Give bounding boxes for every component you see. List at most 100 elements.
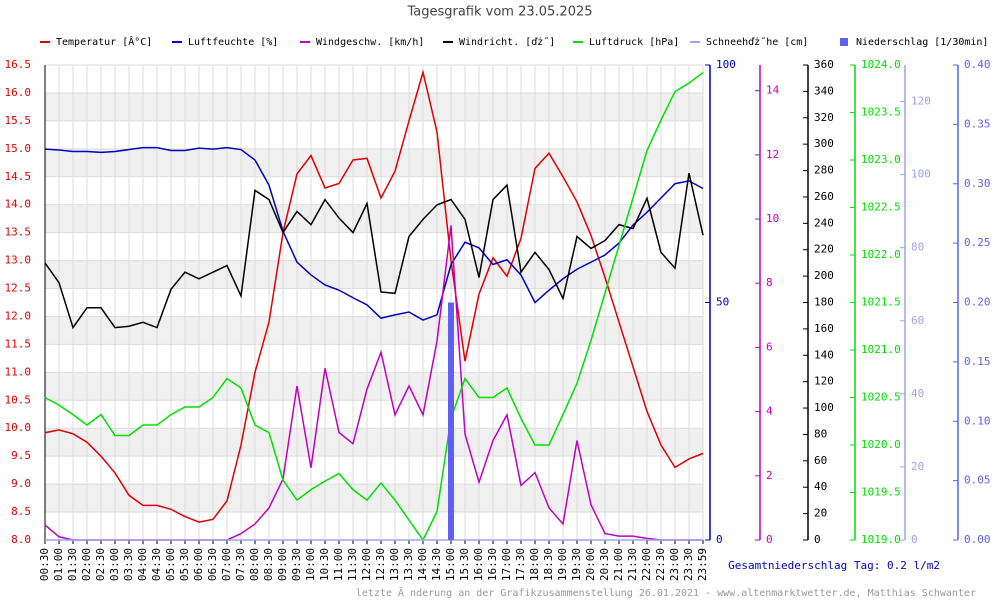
y7-tick-label: 0.30 <box>964 177 991 190</box>
legend-label: Windgeschw. [km/h] <box>316 37 424 48</box>
grid-band <box>45 148 703 177</box>
x-tick-label: 01:30 <box>66 548 79 581</box>
y3-tick-label: 6 <box>766 340 773 353</box>
y-tick-label: 14.5 <box>5 170 32 183</box>
rain-bar <box>448 302 454 540</box>
y-tick-label: 16.5 <box>5 58 32 71</box>
y3-tick-label: 2 <box>766 469 773 482</box>
y7-tick-label: 0.40 <box>964 58 991 71</box>
x-tick-label: 03:00 <box>108 548 121 581</box>
grid-band <box>45 484 703 513</box>
y2-tick-label: 100 <box>716 58 736 71</box>
y4-tick-label: 320 <box>814 111 834 124</box>
x-tick-label: 20:30 <box>598 548 611 581</box>
series-line <box>44 146 704 321</box>
x-tick-label: 01:00 <box>52 548 65 581</box>
x-tick-label: 12:00 <box>360 548 373 581</box>
y7-tick-label: 0.20 <box>964 296 991 309</box>
x-tick-label: 06:00 <box>192 548 205 581</box>
x-tick-label: 07:30 <box>234 548 247 581</box>
legend-label: Luftfeuchte [%] <box>188 37 278 48</box>
x-tick-label: 06:30 <box>206 548 219 581</box>
y2-tick-label: 0 <box>716 533 723 546</box>
x-tick-label: 07:00 <box>220 548 233 581</box>
x-tick-label: 19:30 <box>570 548 583 581</box>
y6-tick-label: 40 <box>911 387 924 400</box>
y7-tick-label: 0.05 <box>964 474 991 487</box>
y3-tick-label: 14 <box>766 84 780 97</box>
series-line <box>44 69 704 523</box>
legend-label: Luftdruck [hPa] <box>589 37 679 48</box>
x-tick-label: 10:00 <box>304 548 317 581</box>
y6-tick-label: 80 <box>911 241 924 254</box>
x-tick-label: 13:30 <box>402 548 415 581</box>
x-tick-label: 12:30 <box>374 548 387 581</box>
y3-tick-label: 0 <box>766 533 773 546</box>
x-tick-label: 00:30 <box>38 548 51 581</box>
grid-band <box>45 204 703 233</box>
x-tick-label: 14:00 <box>416 548 429 581</box>
y-tick-label: 8.0 <box>11 533 31 546</box>
x-tick-label: 17:00 <box>500 548 513 581</box>
series-line <box>44 173 704 330</box>
y5-tick-label: 1023.0 <box>861 153 901 166</box>
y5-tick-label: 1023.5 <box>861 106 901 119</box>
x-tick-label: 09:30 <box>290 548 303 581</box>
y-tick-label: 16.0 <box>5 86 32 99</box>
plot-background <box>45 65 703 540</box>
grid-band <box>45 316 703 345</box>
y4-tick-label: 120 <box>814 375 834 388</box>
y5-tick-label: 1021.5 <box>861 296 901 309</box>
y4-tick-label: 80 <box>814 427 827 440</box>
grid-band <box>45 92 703 121</box>
x-tick-label: 08:30 <box>262 548 275 581</box>
y-tick-label: 11.5 <box>5 337 32 350</box>
x-tick-label: 23:59 <box>696 548 709 581</box>
x-tick-label: 02:00 <box>80 548 93 581</box>
x-tick-label: 19:00 <box>556 548 569 581</box>
x-tick-label: 11:30 <box>346 548 359 581</box>
y5-tick-label: 1019.5 <box>861 486 901 499</box>
y7-tick-label: 0.10 <box>964 414 991 427</box>
x-tick-label: 23:00 <box>668 548 681 581</box>
x-tick-label: 05:00 <box>164 548 177 581</box>
x-tick-label: 02:30 <box>94 548 107 581</box>
y-tick-label: 12.0 <box>5 309 32 322</box>
x-tick-label: 21:00 <box>612 548 625 581</box>
x-tick-label: 23:30 <box>682 548 695 581</box>
x-tick-label: 15:30 <box>458 548 471 581</box>
y4-tick-label: 280 <box>814 164 834 177</box>
y3-tick-label: 4 <box>766 405 773 418</box>
y7-tick-label: 0.15 <box>964 355 991 368</box>
x-tick-label: 09:00 <box>276 548 289 581</box>
y3-tick-label: 12 <box>766 148 779 161</box>
x-tick-label: 13:00 <box>388 548 401 581</box>
x-tick-label: 16:30 <box>486 548 499 581</box>
y6-tick-label: 20 <box>911 460 924 473</box>
y4-tick-label: 100 <box>814 401 834 414</box>
y5-tick-label: 1019.0 <box>861 533 901 546</box>
x-tick-label: 08:00 <box>248 548 261 581</box>
y5-tick-label: 1020.0 <box>861 438 901 451</box>
x-tick-label: 05:30 <box>178 548 191 581</box>
y-tick-label: 9.0 <box>11 477 31 490</box>
y5-tick-label: 1024.0 <box>861 58 901 71</box>
grid-band <box>45 260 703 289</box>
y-tick-label: 15.0 <box>5 142 32 155</box>
x-tick-label: 22:30 <box>654 548 667 581</box>
y2-tick-label: 50 <box>716 296 729 309</box>
y5-tick-label: 1021.0 <box>861 343 901 356</box>
y4-tick-label: 360 <box>814 58 834 71</box>
x-tick-label: 18:00 <box>528 548 541 581</box>
x-tick-label: 21:30 <box>626 548 639 581</box>
y7-tick-label: 0.35 <box>964 117 991 130</box>
y4-tick-label: 340 <box>814 84 834 97</box>
y-tick-label: 8.5 <box>11 505 31 518</box>
legend-label: Schneehďż˝he [cm] <box>706 36 808 48</box>
y4-tick-label: 40 <box>814 480 827 493</box>
y6-tick-label: 60 <box>911 314 924 327</box>
x-tick-label: 17:30 <box>514 548 527 581</box>
y4-tick-label: 260 <box>814 190 834 203</box>
grid-band <box>45 372 703 401</box>
y5-tick-label: 1022.0 <box>861 248 901 261</box>
